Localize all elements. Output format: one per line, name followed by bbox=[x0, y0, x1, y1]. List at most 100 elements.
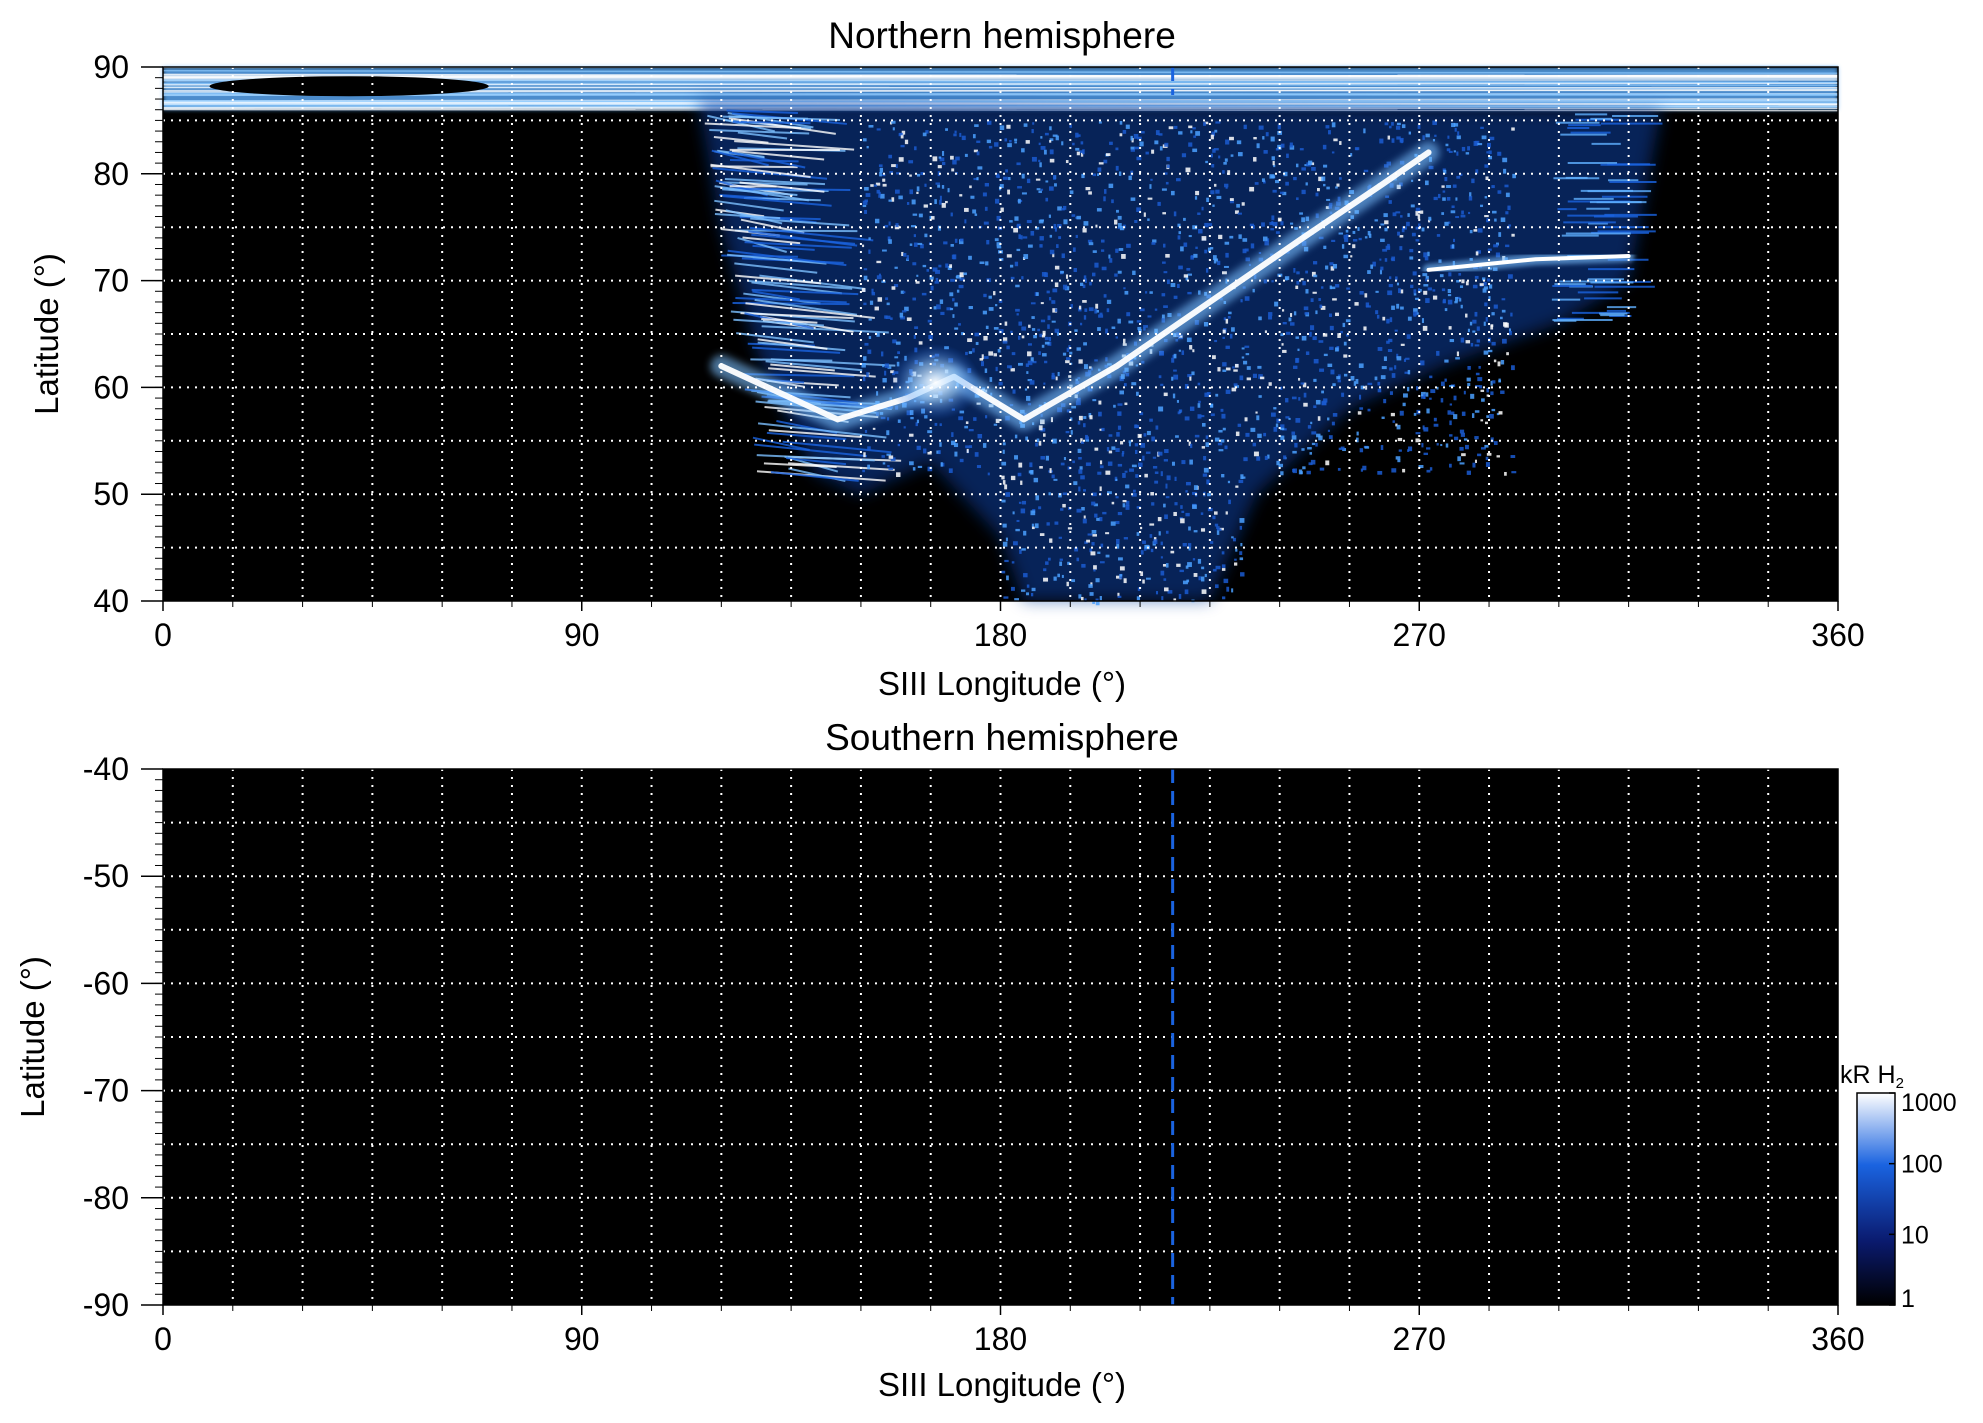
emission-speckle bbox=[1124, 290, 1129, 295]
emission-speckle bbox=[1389, 276, 1392, 280]
emission-speckle bbox=[1275, 423, 1279, 428]
emission-speckle bbox=[1332, 263, 1338, 269]
emission-speckle bbox=[1042, 353, 1047, 357]
wall-streak bbox=[722, 115, 809, 120]
emission-speckle bbox=[910, 416, 914, 420]
emission-speckle bbox=[1099, 460, 1103, 465]
emission-speckle bbox=[1402, 393, 1408, 398]
emission-speckle bbox=[1465, 444, 1469, 450]
emission-speckle bbox=[1158, 375, 1162, 379]
emission-speckle bbox=[1143, 212, 1146, 217]
emission-speckle bbox=[1413, 311, 1418, 316]
emission-speckle bbox=[1009, 220, 1013, 223]
emission-speckle bbox=[1207, 508, 1213, 512]
emission-speckle bbox=[1203, 122, 1206, 126]
emission-speckle bbox=[1012, 389, 1016, 394]
emission-speckle bbox=[1422, 135, 1425, 140]
emission-speckle bbox=[1214, 437, 1220, 442]
wall-streak bbox=[737, 131, 788, 140]
emission-speckle bbox=[1244, 417, 1248, 422]
emission-speckle bbox=[1151, 436, 1155, 442]
x-tick-label: 0 bbox=[154, 1321, 172, 1357]
emission-speckle bbox=[1360, 468, 1363, 472]
emission-speckle bbox=[1337, 196, 1341, 202]
emission-speckle bbox=[1027, 343, 1032, 346]
emission-speckle bbox=[1339, 141, 1342, 145]
emission-speckle bbox=[1422, 325, 1428, 331]
emission-speckle bbox=[1329, 285, 1332, 290]
emission-speckle bbox=[1268, 312, 1273, 316]
wall-streak bbox=[742, 236, 801, 245]
emission-speckle bbox=[1352, 244, 1356, 249]
emission-speckle bbox=[900, 316, 906, 320]
emission-speckle bbox=[958, 284, 964, 289]
emission-speckle bbox=[1084, 541, 1088, 544]
emission-speckle bbox=[1231, 536, 1234, 539]
emission-speckle bbox=[922, 264, 927, 268]
emission-speckle bbox=[916, 173, 921, 177]
emission-speckle bbox=[1456, 135, 1461, 140]
emission-speckle bbox=[1508, 330, 1512, 336]
wall-streak bbox=[761, 317, 818, 324]
emission-speckle bbox=[1508, 328, 1512, 333]
emission-speckle bbox=[1285, 416, 1290, 419]
emission-speckle bbox=[1080, 596, 1084, 602]
emission-speckle bbox=[1239, 525, 1243, 530]
emission-speckle bbox=[937, 165, 942, 169]
emission-speckle bbox=[1197, 558, 1202, 564]
emission-speckle bbox=[1051, 474, 1055, 479]
emission-speckle bbox=[1117, 425, 1122, 430]
emission-speckle bbox=[1216, 526, 1220, 529]
emission-speckle bbox=[1115, 448, 1120, 452]
emission-speckle bbox=[1117, 270, 1122, 274]
emission-speckle bbox=[1128, 440, 1132, 444]
emission-speckle bbox=[1043, 382, 1046, 385]
emission-speckle bbox=[1321, 176, 1326, 182]
emission-speckle bbox=[1223, 317, 1227, 321]
emission-speckle bbox=[1084, 308, 1088, 312]
emission-speckle bbox=[1137, 587, 1141, 591]
emission-speckle bbox=[1126, 312, 1131, 317]
emission-speckle bbox=[1021, 276, 1024, 280]
emission-speckle bbox=[1220, 439, 1225, 443]
wall-streak bbox=[722, 188, 798, 196]
emission-speckle bbox=[1047, 557, 1051, 561]
emission-speckle bbox=[1189, 459, 1193, 465]
emission-speckle bbox=[1258, 316, 1262, 321]
emission-speckle bbox=[1453, 395, 1457, 401]
emission-speckle bbox=[1103, 294, 1107, 298]
emission-speckle bbox=[1473, 140, 1478, 146]
emission-speckle bbox=[1045, 455, 1049, 461]
emission-speckle bbox=[1415, 297, 1420, 300]
emission-speckle bbox=[1377, 470, 1383, 475]
emission-speckle bbox=[1134, 424, 1138, 429]
emission-speckle bbox=[1187, 562, 1192, 568]
emission-speckle bbox=[1487, 278, 1491, 282]
emission-speckle bbox=[1223, 161, 1227, 165]
emission-speckle bbox=[1391, 256, 1396, 262]
emission-speckle bbox=[933, 306, 937, 310]
emission-speckle bbox=[1289, 145, 1295, 150]
emission-speckle bbox=[1106, 299, 1112, 304]
emission-speckle bbox=[1338, 232, 1344, 235]
emission-speckle bbox=[1328, 130, 1331, 135]
wall-streak bbox=[768, 429, 862, 439]
wall-streak bbox=[709, 128, 810, 135]
emission-speckle bbox=[1088, 191, 1092, 195]
emission-speckle bbox=[874, 218, 880, 224]
emission-speckle bbox=[1095, 598, 1099, 601]
emission-speckle bbox=[1320, 305, 1326, 310]
emission-speckle bbox=[1467, 382, 1471, 387]
emission-speckle bbox=[977, 433, 983, 439]
wall-streak bbox=[734, 140, 855, 151]
emission-speckle bbox=[1213, 511, 1218, 515]
emission-speckle bbox=[1171, 357, 1175, 363]
emission-speckle bbox=[1240, 542, 1243, 547]
emission-speckle bbox=[1116, 544, 1120, 549]
emission-speckle bbox=[878, 273, 881, 276]
emission-speckle bbox=[1487, 142, 1491, 148]
emission-speckle bbox=[1188, 526, 1191, 531]
emission-speckle bbox=[1337, 333, 1341, 338]
emission-speckle bbox=[1052, 134, 1058, 137]
